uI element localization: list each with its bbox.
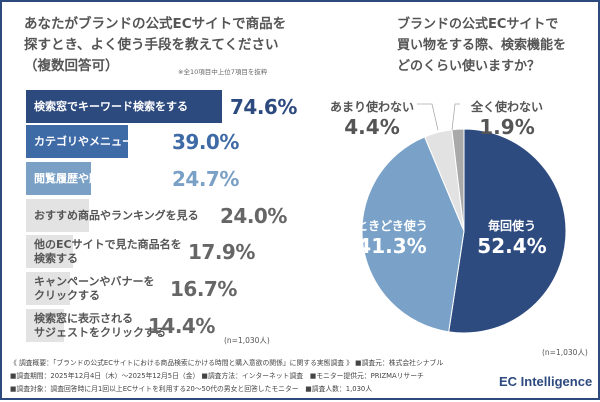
bar-value-label: 16.7% <box>170 276 237 301</box>
pie-category-label: 全く使わない <box>470 100 543 114</box>
pie-category-label: あまり使わない <box>329 100 414 114</box>
leader-line <box>417 103 439 131</box>
bar-value-label: 24.0% <box>220 203 287 228</box>
bar-chart-title: あなたがブランドの公式ECサイトで商品を 探すとき、よく使う手段を教えてください… <box>24 16 287 74</box>
pie-value-label: 4.4% <box>344 115 400 139</box>
bar <box>26 90 222 123</box>
bar <box>26 199 90 232</box>
bar-label: キャンペーンやバナーを クリックする <box>34 274 155 302</box>
bar-value-label: 24.7% <box>172 166 239 191</box>
pie-value-label: 52.4% <box>477 234 547 258</box>
survey-footer: 《 調査概要：「ブランドの公式ECサイトにおける商品検索にかける時間と購入意欲の… <box>10 357 443 396</box>
pie-label: ときどき使う 41.3% <box>347 217 437 258</box>
bar-label: おすすめ商品やランキングを見る <box>34 208 199 222</box>
pie-chart-sample-size: (n=1,030人) <box>542 348 588 357</box>
bar <box>26 272 70 305</box>
leader-line <box>451 103 460 131</box>
bar-label: カテゴリやメニューから探す <box>34 134 177 148</box>
bar <box>26 235 74 268</box>
footer-line: ■調査対象：調査回答時に月1回以上ECサイトを利用する20～50代の男女と回答し… <box>10 385 373 393</box>
pie-slice <box>361 136 465 333</box>
pie-label: 毎回使う 52.4% <box>467 217 557 258</box>
brand-logo: EC Intelligence <box>499 374 593 389</box>
bar-label: 閲覧履歴や購入履歴から探す <box>34 171 177 185</box>
bar <box>26 162 91 195</box>
bar-label: 他のECサイトで見た商品名を 検索する <box>34 237 182 265</box>
bar-value-label: 14.4% <box>148 313 215 338</box>
pie-label: 全く使わない 1.9% <box>462 98 552 139</box>
bar-label: 検索窓に表示される サジェストをクリックする <box>34 311 166 339</box>
pie-value-label: 41.3% <box>357 234 427 258</box>
pie-label: あまり使わない 4.4% <box>327 98 417 139</box>
pie-category-label: 毎回使う <box>487 219 536 233</box>
bar-value-label: 39.0% <box>172 129 239 154</box>
bar-label: 検索窓でキーワード検索をする <box>34 99 188 113</box>
bar-chart-note: ※全10項目中上位7項目を抜粋 <box>178 68 268 76</box>
pie-value-label: 1.9% <box>479 115 535 139</box>
bar <box>26 309 64 342</box>
bar-value-label: 74.6% <box>230 94 297 119</box>
bar-value-label: 17.9% <box>188 239 255 264</box>
bar <box>26 125 129 158</box>
footer-line: 《 調査概要：「ブランドの公式ECサイトにおける商品検索にかける時間と購入意欲の… <box>10 359 444 367</box>
pie-chart-title: ブランドの公式ECサイトで 買い物をする際、検索機能を どのくらい使いますか？ <box>397 17 567 74</box>
footer-line: ■調査期間：2025年12月4日（木）～2025年12月5日（金） ■調査方法：… <box>10 372 424 380</box>
pie-slice <box>448 128 567 334</box>
bar-chart-sample-size: (n=1,030人) <box>224 336 270 345</box>
pie-category-label: ときどき使う <box>356 219 428 233</box>
